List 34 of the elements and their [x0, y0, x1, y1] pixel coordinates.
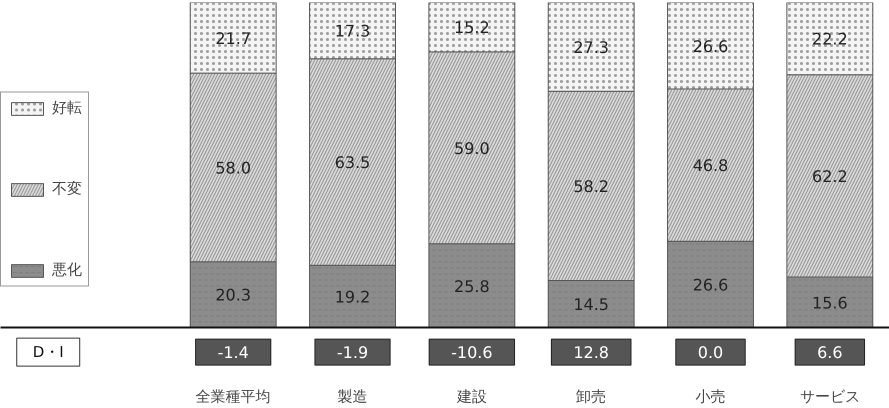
- text: -10.6: [451, 343, 493, 362]
- text: D・I: [32, 343, 64, 362]
- x-tick-label: 建設: [456, 388, 487, 406]
- text: -1.9: [336, 343, 368, 362]
- data-label: 63.5: [334, 153, 370, 172]
- data-label: 26.6: [692, 36, 728, 56]
- x-tick-label: 全業種平均: [196, 388, 271, 406]
- data-label: 58.2: [573, 176, 609, 196]
- data-label: 17.3: [334, 22, 370, 41]
- data-label: 21.7: [215, 28, 252, 48]
- legend-label: 好転: [52, 98, 82, 118]
- text: 0.0: [698, 343, 724, 362]
- legend-label: 不変: [52, 180, 82, 198]
- x-tick-label: 製造: [338, 388, 368, 406]
- data-label: 20.3: [215, 286, 252, 305]
- data-label: 15.6: [812, 293, 848, 312]
- data-label: 62.2: [812, 166, 848, 186]
- x-tick-label: 卸売: [576, 388, 606, 406]
- data-label: 27.3: [573, 38, 609, 57]
- text: 12.8: [573, 343, 609, 362]
- data-label: 19.2: [334, 287, 370, 306]
- text: -1.4: [218, 343, 249, 362]
- legend-label: 悪化: [52, 260, 82, 280]
- data-label: 26.6: [692, 275, 728, 294]
- data-label: 46.8: [692, 156, 728, 176]
- x-tick-label: 小売: [696, 388, 726, 406]
- data-label: 58.0: [215, 158, 252, 178]
- x-tick-label: サービス: [800, 388, 860, 406]
- text: 6.6: [817, 343, 843, 362]
- data-label: 14.5: [573, 295, 609, 314]
- data-label: 15.2: [454, 18, 490, 38]
- data-label: 25.8: [454, 276, 490, 296]
- data-label: 22.2: [812, 30, 848, 49]
- data-label: 59.0: [454, 138, 490, 158]
